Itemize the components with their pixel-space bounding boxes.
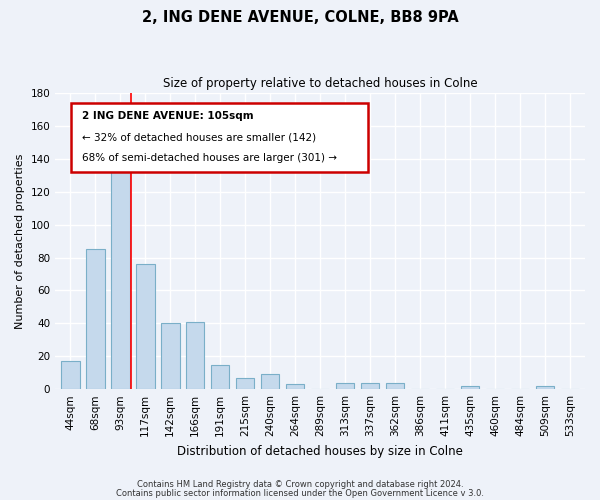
Bar [361, 382, 379, 389]
Bar [136, 264, 155, 389]
Text: ← 32% of detached houses are smaller (142): ← 32% of detached houses are smaller (14… [82, 132, 316, 142]
Text: 68% of semi-detached houses are larger (301) →: 68% of semi-detached houses are larger (… [82, 154, 337, 164]
Bar [336, 382, 355, 389]
Text: 2, ING DENE AVENUE, COLNE, BB8 9PA: 2, ING DENE AVENUE, COLNE, BB8 9PA [142, 10, 458, 25]
Bar [86, 250, 104, 389]
Bar [61, 361, 80, 389]
Bar [286, 384, 304, 389]
Bar [161, 324, 179, 389]
Y-axis label: Number of detached properties: Number of detached properties [15, 154, 25, 329]
Bar [261, 374, 280, 389]
Bar [461, 386, 479, 389]
X-axis label: Distribution of detached houses by size in Colne: Distribution of detached houses by size … [177, 444, 463, 458]
Bar [111, 152, 130, 389]
Text: 2 ING DENE AVENUE: 105sqm: 2 ING DENE AVENUE: 105sqm [82, 111, 253, 121]
Bar [186, 322, 205, 389]
Text: Contains HM Land Registry data © Crown copyright and database right 2024.: Contains HM Land Registry data © Crown c… [137, 480, 463, 489]
Bar [386, 382, 404, 389]
Bar [236, 378, 254, 389]
FancyBboxPatch shape [71, 104, 368, 172]
Text: Contains public sector information licensed under the Open Government Licence v : Contains public sector information licen… [116, 488, 484, 498]
Bar [536, 386, 554, 389]
Bar [211, 364, 229, 389]
Title: Size of property relative to detached houses in Colne: Size of property relative to detached ho… [163, 78, 478, 90]
